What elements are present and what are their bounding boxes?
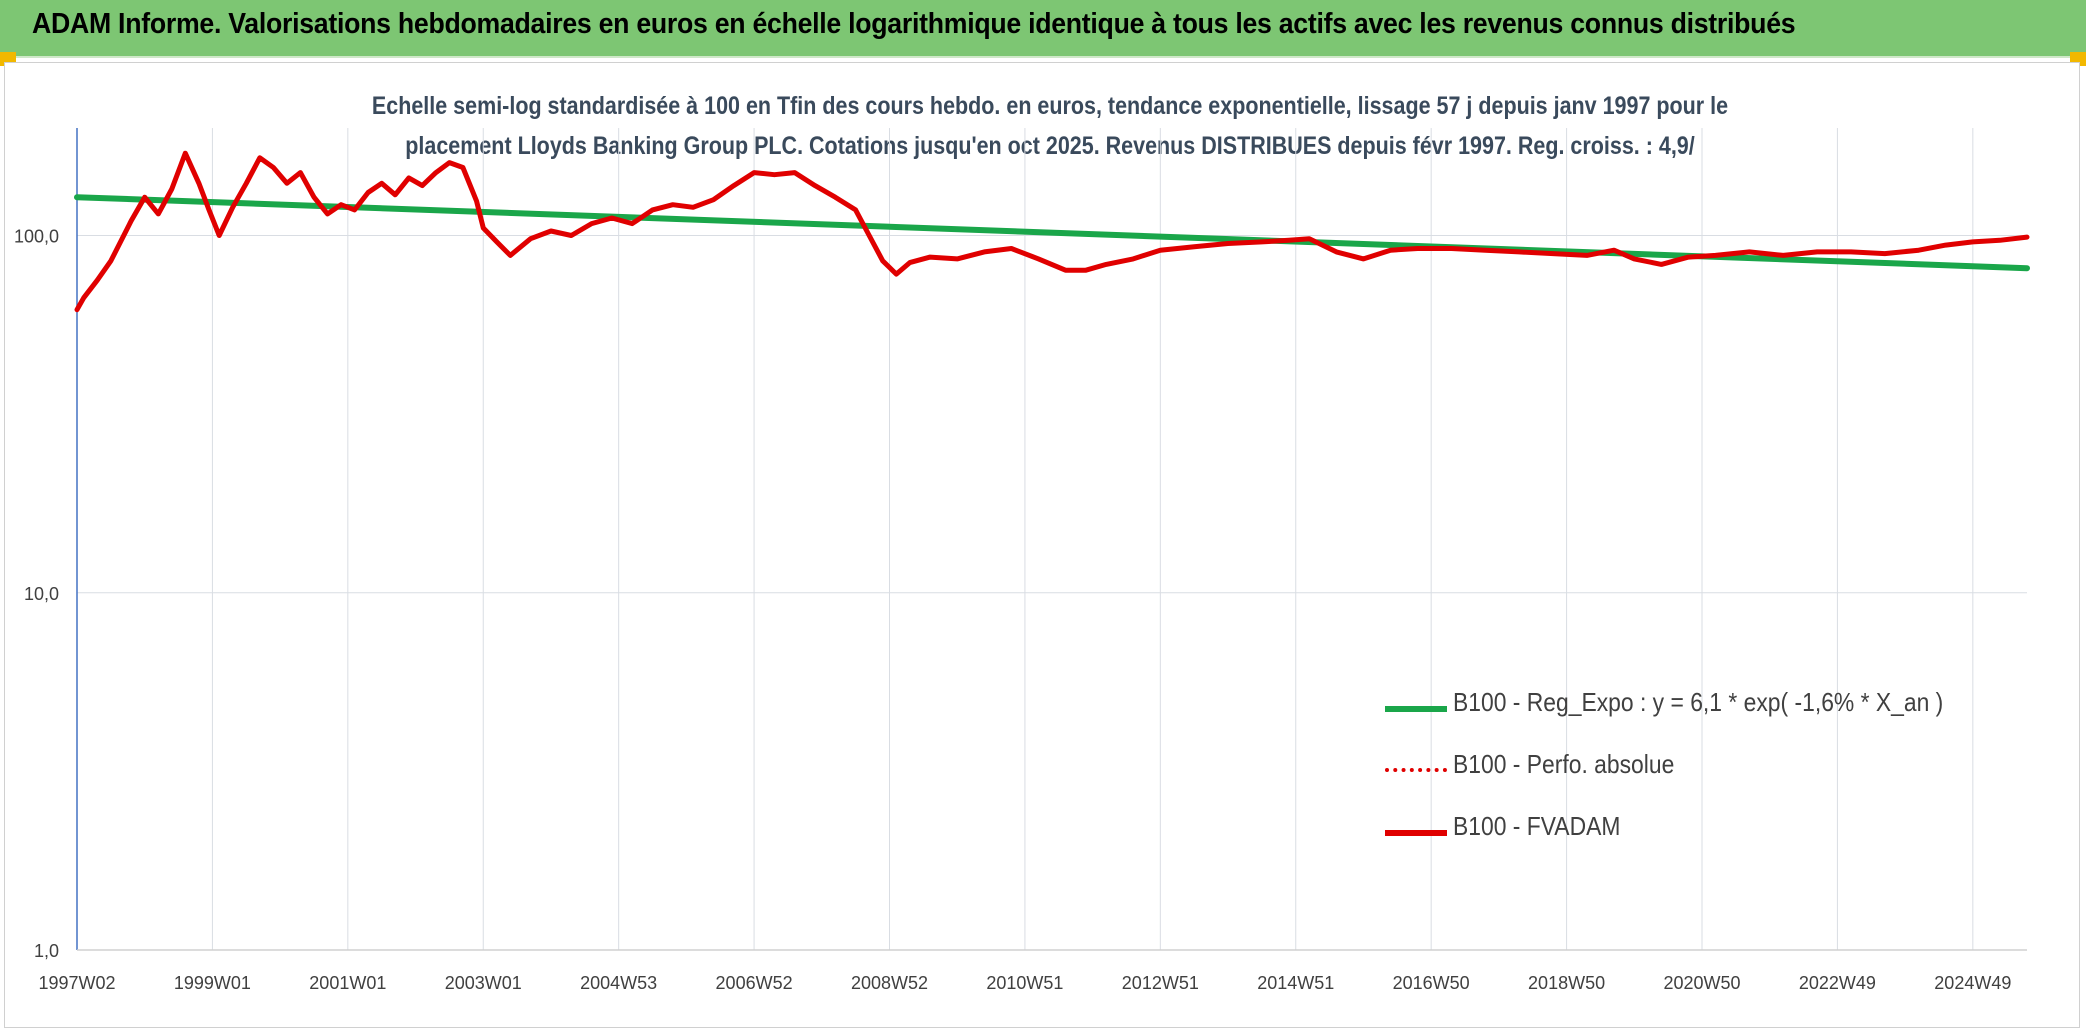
x-tick-label: 2010W51 [986,973,1063,993]
series-line-regression [74,194,2030,272]
legend-swatch-perfo-absolue [1385,768,1447,772]
legend-item-fvadam: B100 - FVADAM [1385,809,2025,871]
x-tick-label: 2004W53 [580,973,657,993]
x-tick-label: 2018W50 [1528,973,1605,993]
x-tick-label: 1997W02 [38,973,115,993]
y-tick-label: 100,0 [14,227,59,247]
legend-swatch-fvadam [1385,830,1447,836]
x-tick-label: 2003W01 [445,973,522,993]
y-tick-label: 10,0 [24,584,59,604]
chart-frame [4,62,2080,1028]
series-layer [74,150,2030,313]
x-tick-label: 2024W49 [1934,973,2011,993]
series-line-fvadam [74,150,2030,313]
axes [76,128,2027,951]
legend-label-fvadam: B100 - FVADAM [1453,811,1621,841]
chart-title-line-1: Echelle semi-log standardisée à 100 en T… [371,92,1729,120]
x-tick-label: 2001W01 [309,973,386,993]
header-banner: ADAM Informe. Valorisations hebdomadaire… [0,0,2086,58]
x-tick-label: 1999W01 [174,973,251,993]
chart-title-line-2: placement Lloyds Banking Group PLC. Cota… [405,132,1695,160]
x-tick-label: 2014W51 [1257,973,1334,993]
x-tick-label: 2016W50 [1393,973,1470,993]
tick-labels: 1,0 10,0 100,0 1997W02 1999W01 2001W01 2003W01… [14,227,2011,993]
x-tick-label: 2006W52 [716,973,793,993]
x-tick-label: 2012W51 [1122,973,1199,993]
x-tick-label: 2008W52 [851,973,928,993]
legend-item-regression: B100 - Reg_Expo : y = 6,1 * exp( -1,6% *… [1385,685,2025,747]
y-tick-label: 1,0 [34,941,59,961]
legend: B100 - Reg_Expo : y = 6,1 * exp( -1,6% *… [1385,685,2025,871]
legend-swatch-regression [1385,706,1447,712]
chart-title: Echelle semi-log standardisée à 100 en T… [362,86,1738,166]
report-title: ADAM Informe. Valorisations hebdomadaire… [32,8,1796,40]
legend-label-regression: B100 - Reg_Expo : y = 6,1 * exp( -1,6% *… [1453,687,1944,717]
legend-item-perfo-absolue: B100 - Perfo. absolue [1385,747,2025,809]
x-tick-label: 2020W50 [1663,973,1740,993]
legend-label-perfo-absolue: B100 - Perfo. absolue [1453,749,1675,779]
x-tick-label: 2022W49 [1799,973,1876,993]
